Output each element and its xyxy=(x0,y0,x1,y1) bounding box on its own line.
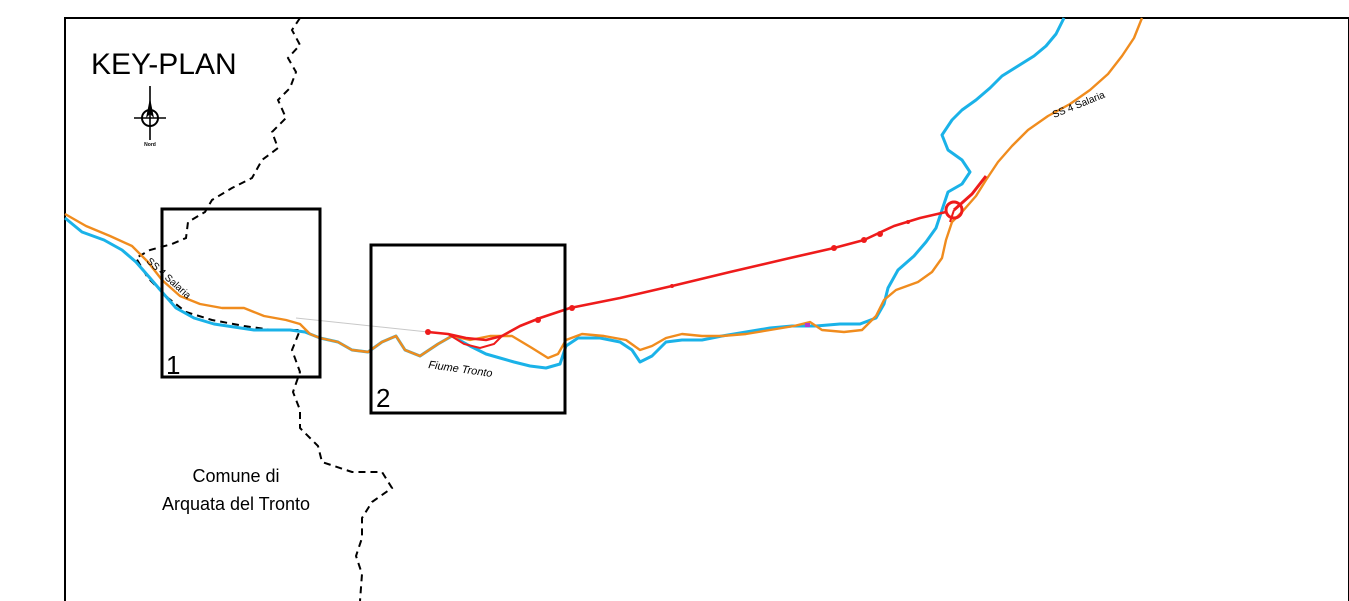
road-label-east: SS 4 Salaria xyxy=(1051,90,1107,121)
north-arrow-icon xyxy=(134,86,166,140)
frame-1 xyxy=(160,207,322,379)
river-label: Fiume Tronto xyxy=(428,359,494,380)
comune-label-line1: Comune di xyxy=(192,466,279,486)
frame-2 xyxy=(369,243,567,415)
key-plan-title: KEY-PLAN xyxy=(91,48,237,81)
sheet-border xyxy=(64,17,1349,601)
project-alignment xyxy=(427,210,947,342)
river-tronto xyxy=(64,17,1066,370)
alignment-markers xyxy=(425,220,910,335)
alignment-connector xyxy=(295,317,429,333)
frame-1-number: 1 xyxy=(166,350,180,380)
north-label: Nord xyxy=(144,142,156,148)
project-branch xyxy=(447,333,503,350)
comune-label-line2: Arquata del Tronto xyxy=(162,494,310,514)
junction-roundabout xyxy=(944,175,988,223)
frame-2-number: 2 xyxy=(376,383,390,413)
purple-marker xyxy=(805,323,810,327)
road-ss4-salaria xyxy=(64,17,1144,360)
